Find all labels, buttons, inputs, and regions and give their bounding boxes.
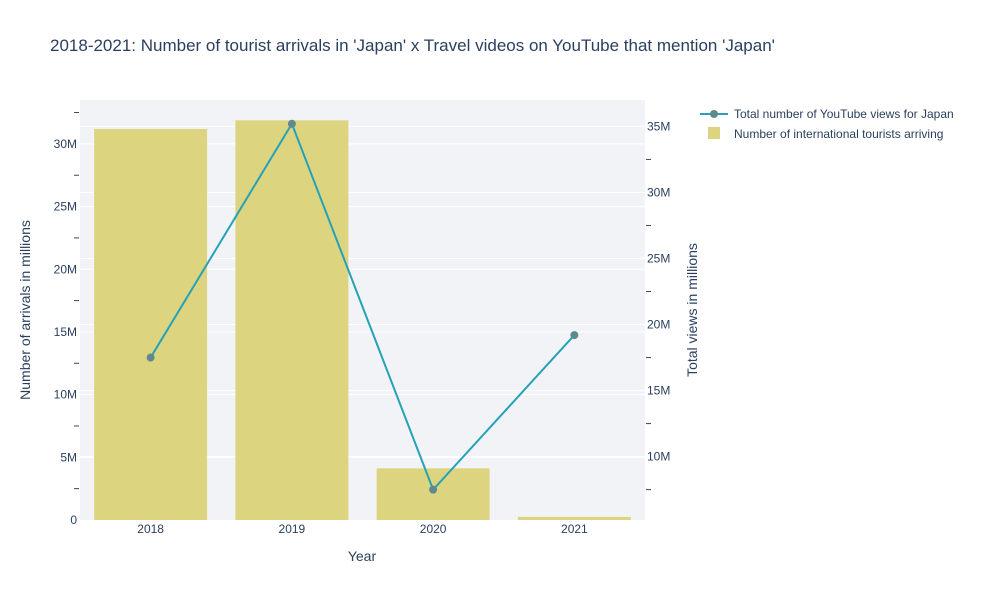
left-tick-label: 30M: [54, 137, 77, 151]
line-point[interactable]: [429, 485, 438, 494]
series-line: [149, 121, 576, 492]
right-tick-label: 20M: [647, 318, 670, 332]
legend[interactable]: Total number of YouTube views for Japan …: [700, 107, 954, 141]
legend-bar-swatch: [708, 127, 720, 139]
line-point[interactable]: [146, 353, 155, 362]
legend-line-marker: [710, 110, 718, 118]
left-tick-label: 20M: [54, 262, 77, 276]
x-axis-ticks: 2018 2019 2020 2021: [137, 522, 588, 536]
left-axis-title: Number of arrivals in millions: [17, 220, 33, 400]
left-tick-label: 15M: [54, 325, 77, 339]
x-axis-title: Year: [348, 548, 377, 564]
left-axis-ticks: 0 5M 10M 15M 20M 25M 30M: [54, 112, 79, 527]
right-tick-label: 25M: [647, 251, 670, 265]
left-tick-label: 10M: [54, 388, 77, 402]
x-tick-label: 2020: [420, 522, 447, 536]
right-tick-label: 30M: [647, 185, 670, 199]
legend-label-bar: Number of international tourists arrivin…: [734, 127, 943, 141]
x-tick-label: 2021: [561, 522, 588, 536]
bar[interactable]: [517, 516, 631, 520]
left-tick-label: 0: [70, 513, 77, 527]
line-series: [146, 119, 579, 494]
right-axis-ticks: 10M 15M 20M 25M 30M 35M: [646, 119, 670, 491]
left-tick-label: 25M: [54, 200, 77, 214]
right-tick-label: 15M: [647, 384, 670, 398]
legend-label-line: Total number of YouTube views for Japan: [734, 107, 954, 121]
line-point[interactable]: [570, 331, 579, 340]
right-tick-label: 35M: [647, 119, 670, 133]
bar[interactable]: [376, 468, 490, 520]
legend-item-line[interactable]: Total number of YouTube views for Japan: [700, 107, 954, 121]
right-axis-title: Total views in millions: [684, 243, 700, 377]
right-tick-label: 10M: [647, 450, 670, 464]
left-tick-label: 5M: [60, 450, 77, 464]
x-tick-label: 2019: [279, 522, 306, 536]
x-tick-label: 2018: [137, 522, 164, 536]
bar[interactable]: [235, 120, 349, 520]
chart-title: 2018-2021: Number of tourist arrivals in…: [50, 36, 775, 55]
legend-item-bar[interactable]: Number of international tourists arrivin…: [708, 127, 943, 141]
bar[interactable]: [94, 128, 208, 521]
line-point[interactable]: [287, 119, 296, 128]
